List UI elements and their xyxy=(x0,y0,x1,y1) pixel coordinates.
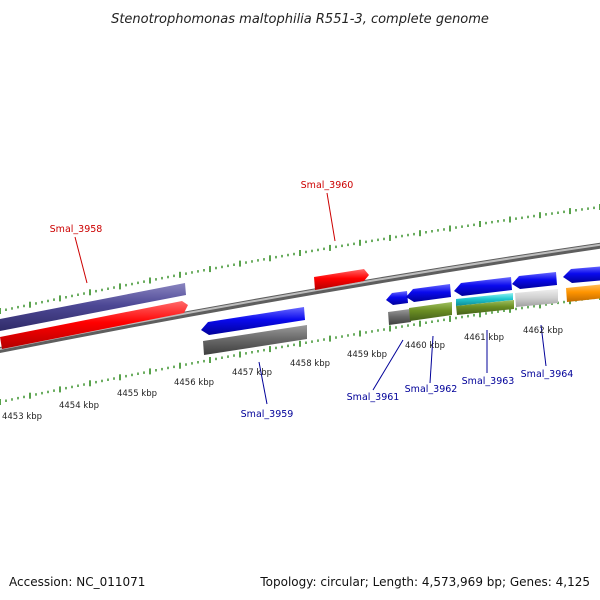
gene-next-reverse[interactable] xyxy=(563,266,600,283)
gene-smal-3962[interactable] xyxy=(406,284,451,302)
gene-smal-3958[interactable] xyxy=(0,301,188,349)
scale-labels: 4453 kbp 4454 kbp 4455 kbp 4456 kbp 4457… xyxy=(2,326,563,422)
gene-smal-3964-lower[interactable] xyxy=(515,289,558,307)
label-smal-3961[interactable]: Smal_3961 xyxy=(347,392,400,403)
gene-next-lower[interactable] xyxy=(566,284,600,302)
leader-smal-3960 xyxy=(326,192,336,242)
leader-smal-3958 xyxy=(74,236,88,284)
label-smal-3958[interactable]: Smal_3958 xyxy=(50,224,103,235)
leader-smal-3964 xyxy=(540,324,547,367)
scale-label-4460: 4460 kbp xyxy=(405,341,445,351)
scale-label-4458: 4458 kbp xyxy=(290,359,330,369)
map-title: Stenotrophomonas maltophilia R551-3, com… xyxy=(111,12,489,27)
gene-smal-3964[interactable] xyxy=(512,272,557,289)
leader-smal-3959 xyxy=(258,361,268,405)
scale-label-4453: 4453 kbp xyxy=(2,412,42,422)
label-smal-3963[interactable]: Smal_3963 xyxy=(462,376,515,387)
accession-text: Accession: NC_011071 xyxy=(9,575,145,589)
scale-label-4461: 4461 kbp xyxy=(464,333,504,343)
scale-label-4455: 4455 kbp xyxy=(117,389,157,399)
gene-smal-3962-lower[interactable] xyxy=(409,302,452,321)
scale-label-4456: 4456 kbp xyxy=(174,378,214,388)
genome-summary-text: Topology: circular; Length: 4,573,969 bp… xyxy=(259,575,590,589)
label-smal-3962[interactable]: Smal_3962 xyxy=(405,384,458,395)
gene-smal-3961[interactable] xyxy=(386,291,408,305)
scale-label-4459: 4459 kbp xyxy=(347,350,387,360)
gene-smal-3959-lower[interactable] xyxy=(203,325,307,355)
scale-label-4454: 4454 kbp xyxy=(59,401,99,411)
gene-smal-3959[interactable] xyxy=(201,307,305,335)
label-smal-3960[interactable]: Smal_3960 xyxy=(301,180,354,191)
gene-smal-3963-cyan[interactable] xyxy=(456,293,513,306)
scale-label-4462: 4462 kbp xyxy=(523,326,563,336)
gene-smal-3960[interactable] xyxy=(314,269,369,290)
leader-smal-3961 xyxy=(372,339,404,391)
label-smal-3964[interactable]: Smal_3964 xyxy=(521,369,574,380)
gene-smal-3961-lower[interactable] xyxy=(388,309,411,325)
scale-label-4457: 4457 kbp xyxy=(232,368,272,378)
leader-lines xyxy=(74,192,547,405)
gene-smal-3958-upper[interactable] xyxy=(0,283,186,332)
outer-tick-ring xyxy=(0,204,600,314)
leader-smal-3962 xyxy=(429,335,434,384)
gene-smal-3963-lower[interactable] xyxy=(456,300,514,315)
label-smal-3959[interactable]: Smal_3959 xyxy=(241,409,294,420)
gene-smal-3963[interactable] xyxy=(454,277,512,296)
